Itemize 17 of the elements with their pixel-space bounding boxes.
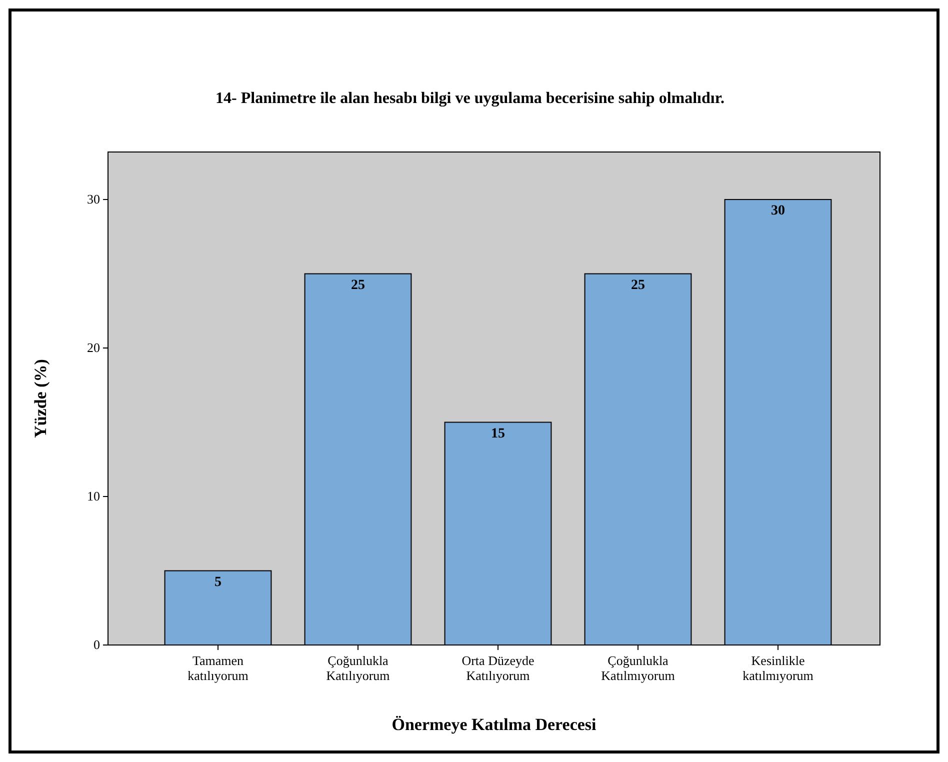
y-axis-title: Yüzde (%) xyxy=(31,359,50,438)
x-tick-label: Kesinlikle katılmıyorum xyxy=(742,653,814,683)
data-label: 5 xyxy=(214,574,222,590)
data-label: 25 xyxy=(631,278,645,293)
x-tick-label: Çoğunlukla Katılmıyorum xyxy=(601,653,675,683)
y-tick-label: 0 xyxy=(94,637,100,652)
y-tick-label: 20 xyxy=(87,340,100,356)
chart-title: 14- Planimetre ile alan hesabı bilgi ve uygulama becerisine sahip olmalıdır. xyxy=(216,90,724,107)
y-tick-label: 10 xyxy=(87,488,100,504)
x-tick-label: Tamamen katılıyorum xyxy=(188,653,248,683)
data-label: 25 xyxy=(351,278,365,293)
data-label: 15 xyxy=(491,426,505,442)
y-tick-label: 30 xyxy=(87,192,100,207)
x-tick-label: Orta Düzeyde Katılıyorum xyxy=(462,653,534,683)
x-axis-title: Önermeye Katılma Derecesi xyxy=(392,715,597,734)
x-tick-label: Çoğunlukla Katılıyorum xyxy=(326,653,390,683)
data-label: 30 xyxy=(771,204,785,219)
